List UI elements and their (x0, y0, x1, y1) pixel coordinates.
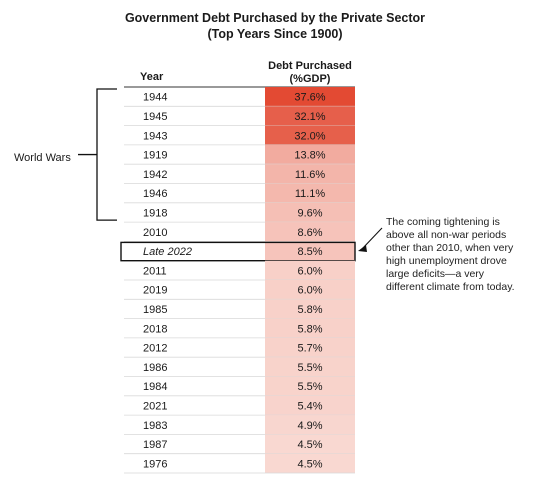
value-label: 4.5% (297, 458, 322, 470)
value-label: 11.1% (295, 188, 326, 200)
value-cell (265, 318, 355, 338)
value-cell (265, 337, 355, 358)
value-cell (265, 87, 355, 107)
value-label: 8.5% (297, 246, 322, 258)
value-cell (265, 241, 355, 261)
value-label: 13.8% (294, 150, 325, 162)
world-wars-bracket (96, 88, 117, 221)
value-label: 5.5% (297, 362, 322, 374)
value-label: 32.0% (294, 130, 325, 142)
value-label: 4.5% (297, 439, 322, 451)
annotation-line: other than 2010, when very (386, 242, 514, 254)
year-label: 1985 (143, 304, 167, 316)
value-cell (265, 415, 355, 435)
value-label: 6.0% (297, 265, 322, 277)
value-cell (265, 280, 355, 300)
value-label: 9.6% (297, 207, 322, 219)
chart-subtitle: (Top Years Since 1900) (207, 27, 343, 41)
year-label: 1944 (143, 92, 167, 104)
annotation-line: high unemployment drove (386, 255, 507, 267)
year-label: 1946 (143, 188, 167, 200)
value-label: 5.7% (297, 343, 322, 355)
year-label: 2010 (143, 227, 167, 239)
value-cell (265, 434, 355, 454)
year-label: Late 2022 (143, 246, 192, 258)
value-cell (265, 106, 355, 126)
value-label: 32.1% (294, 111, 325, 123)
value-cell (265, 222, 355, 242)
year-label: 2012 (143, 343, 167, 355)
year-label: 1945 (143, 111, 167, 123)
annotation-arrow (361, 227, 383, 250)
year-label: 2018 (143, 323, 167, 335)
year-label: 2019 (143, 285, 167, 297)
year-label: 1943 (143, 130, 167, 142)
value-cell (265, 144, 355, 165)
year-label: 1983 (143, 420, 167, 432)
year-label: 1919 (143, 150, 167, 162)
value-cell (265, 299, 355, 319)
column-header-year: Year (140, 71, 164, 83)
chart-title: Government Debt Purchased by the Private… (124, 11, 426, 25)
value-label: 4.9% (297, 420, 322, 432)
year-label: 2021 (143, 400, 167, 412)
year-label: 1986 (143, 362, 167, 374)
annotation-line: large deficits—a very (386, 268, 485, 280)
value-label: 11.6% (295, 169, 326, 181)
value-label: 5.4% (297, 400, 322, 412)
year-label: 1918 (143, 207, 167, 219)
value-cell (265, 183, 355, 203)
value-label: 6.0% (297, 285, 322, 297)
year-label: 1984 (143, 381, 167, 393)
value-cell (265, 357, 355, 377)
highlight-box (120, 241, 356, 262)
annotation-line: The coming tightening is (386, 216, 500, 228)
annotation-line: above all non-war periods (386, 229, 507, 241)
value-cell (265, 202, 355, 223)
annotation-line: different climate from today. (386, 281, 515, 293)
value-label: 8.6% (297, 227, 322, 239)
column-header-debt-unit: (%GDP) (289, 73, 331, 85)
year-label: 1987 (143, 439, 167, 451)
value-cell (265, 395, 355, 416)
year-label: 2011 (143, 265, 167, 277)
value-label: 5.5% (297, 381, 322, 393)
year-label: 1942 (143, 169, 167, 181)
value-cell (265, 376, 355, 396)
value-cell (265, 453, 355, 473)
value-cell (265, 164, 355, 184)
annotation-arrowhead (358, 245, 367, 253)
value-label: 5.8% (297, 304, 322, 316)
group-label-world-wars: World Wars (14, 152, 71, 164)
value-cell (265, 125, 355, 145)
value-cell (265, 260, 355, 280)
annotation-text: The coming tightening is above all non-w… (386, 216, 546, 294)
value-label: 37.6% (294, 92, 325, 104)
column-header-debt: Debt Purchased (268, 60, 352, 72)
year-label: 1976 (143, 458, 167, 470)
value-label: 5.8% (297, 323, 322, 335)
